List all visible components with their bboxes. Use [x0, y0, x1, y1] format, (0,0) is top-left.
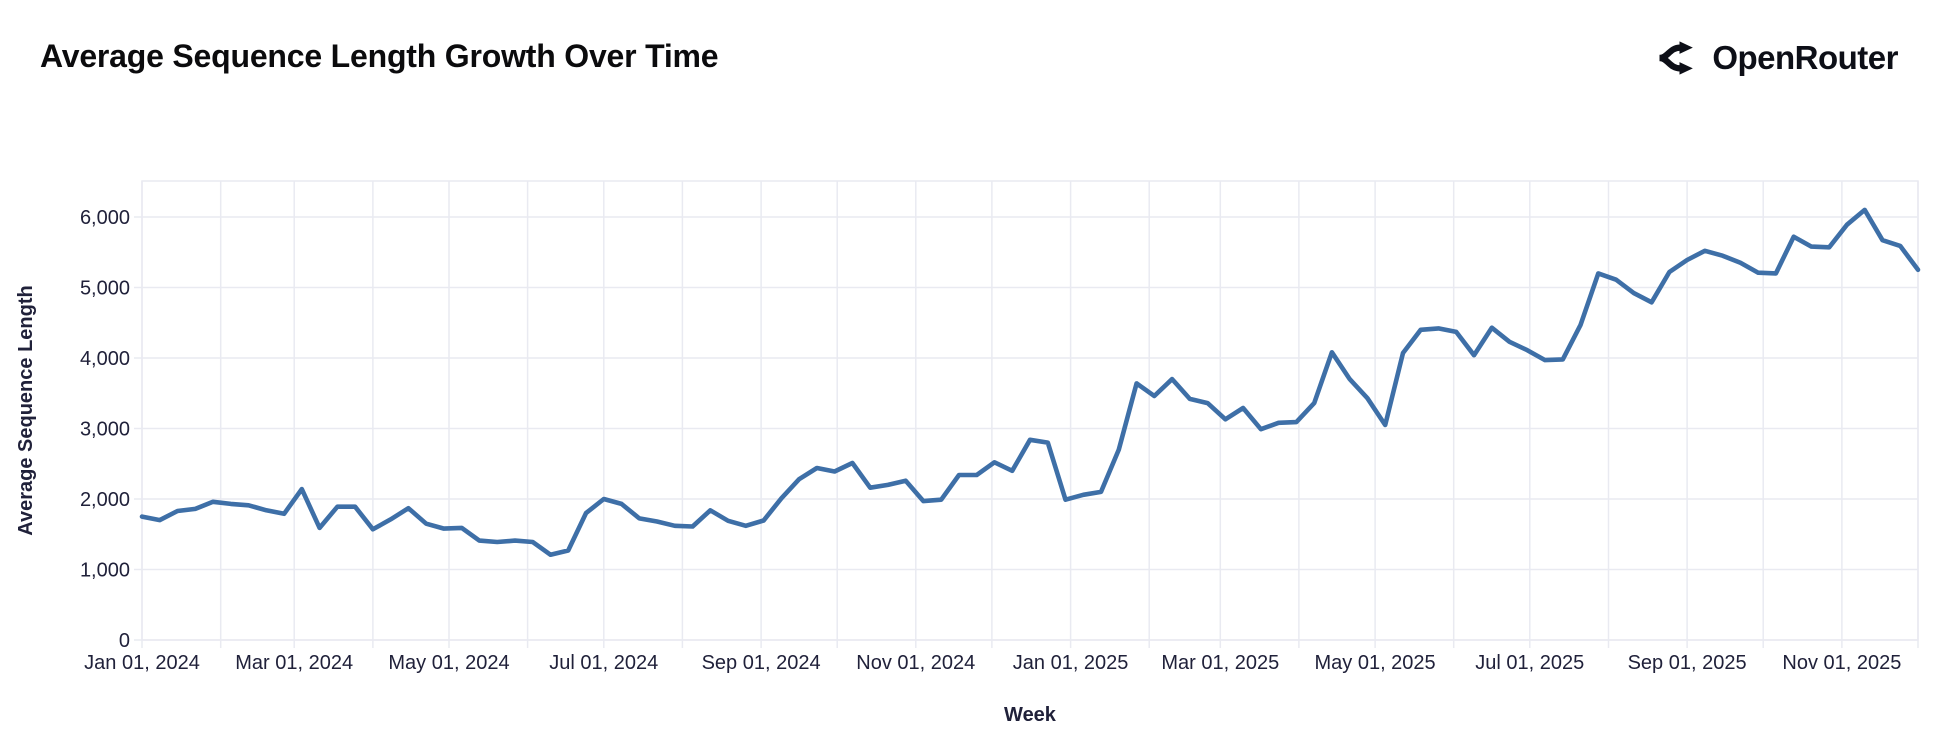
x-tick-labels: Jan 01, 2024 Mar 01, 2024 May 01, 2024 Jul … [84, 652, 1901, 674]
x-axis-title: Week [1004, 704, 1057, 726]
y-tick-label: 6,000 [80, 207, 130, 229]
y-axis-title: Average Sequence Length [15, 285, 37, 535]
x-tick-label: May 01, 2025 [1314, 652, 1435, 674]
x-tick-label: Nov 01, 2025 [1782, 652, 1901, 674]
brand-name: OpenRouter [1712, 39, 1898, 76]
x-tick-label: Mar 01, 2025 [1161, 652, 1279, 674]
grid-lines [134, 181, 1919, 648]
y-tick-label: 4,000 [80, 348, 130, 370]
y-tick-label: 0 [119, 630, 130, 652]
y-tick-labels: 0 1,000 2,000 3,000 4,000 5,000 6,000 [80, 207, 130, 652]
x-tick-label: Sep 01, 2024 [702, 652, 821, 674]
x-tick-label: Jan 01, 2025 [1013, 652, 1129, 674]
y-tick-label: 1,000 [80, 560, 130, 582]
y-tick-label: 2,000 [80, 489, 130, 511]
x-tick-label: Jan 01, 2024 [84, 652, 200, 674]
x-tick-label: Jul 01, 2024 [549, 652, 658, 674]
y-tick-label: 3,000 [80, 419, 130, 441]
x-tick-label: Mar 01, 2024 [235, 652, 353, 674]
plot-border [141, 180, 1919, 641]
brand-logo: OpenRouter [1657, 34, 1898, 82]
openrouter-icon [1659, 41, 1694, 75]
x-tick-label: Jul 01, 2025 [1475, 652, 1584, 674]
x-tick-label: May 01, 2024 [388, 652, 509, 674]
x-tick-label: Nov 01, 2024 [856, 652, 975, 674]
x-tick-label: Sep 01, 2025 [1628, 652, 1747, 674]
series-line [139, 207, 1921, 558]
page-title: Average Sequence Length Growth Over Time [40, 38, 719, 74]
y-tick-label: 5,000 [80, 278, 130, 300]
